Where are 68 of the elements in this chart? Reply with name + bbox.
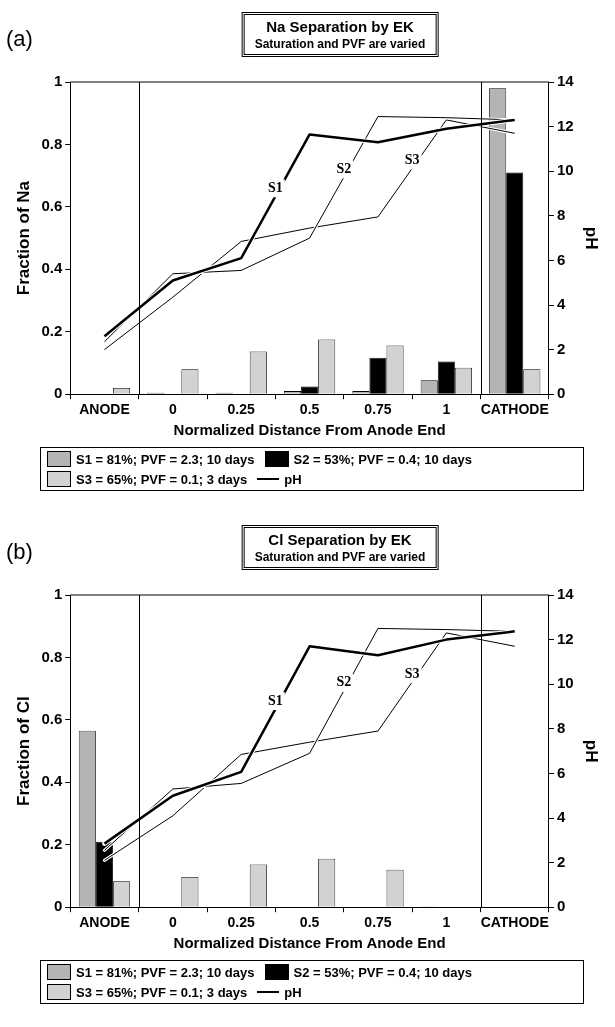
series-label: S1 xyxy=(268,179,283,195)
legend-label: S3 = 65%; PVF = 0.1; 3 days xyxy=(75,984,248,1000)
y2-tick-label: 14 xyxy=(556,72,575,90)
chart-subtitle: Saturation and PVF are varied xyxy=(254,37,426,51)
x-tick-label: 0.75 xyxy=(364,914,392,931)
y2-tick-label: 10 xyxy=(556,161,574,179)
text: (b) xyxy=(6,539,33,565)
y2-axis-title: pH xyxy=(582,739,602,763)
x-tick-label: ANODE xyxy=(79,914,130,931)
x-tick-label: 0.5 xyxy=(299,914,320,931)
y2-tick-label: 2 xyxy=(556,339,566,357)
x-tick-label: 0.25 xyxy=(227,401,256,418)
y2-tick-label: 6 xyxy=(556,250,566,268)
y2-tick-label: 14 xyxy=(556,585,575,603)
x-tick-label: 0 xyxy=(168,914,177,931)
text: (a) xyxy=(6,26,33,52)
chart-subtitle: Saturation and PVF are varied xyxy=(254,550,426,564)
x-tick-label: CATHODE xyxy=(480,914,549,931)
legend-label: S1 = 81%; PVF = 2.3; 10 days xyxy=(75,964,255,980)
legend-label: S1 = 81%; PVF = 2.3; 10 days xyxy=(75,451,255,467)
chart-title: Cl Separation by EK xyxy=(267,531,413,548)
legend-label: S2 = 53%; PVF = 0.4; 10 days xyxy=(292,964,472,980)
x-tick-label: 0.25 xyxy=(227,914,256,931)
y2-tick-label: 4 xyxy=(556,295,566,313)
y-tick-label: 0 xyxy=(53,384,63,402)
y2-tick-label: 8 xyxy=(556,718,566,736)
y-tick-label: 0.8 xyxy=(41,134,63,152)
legend-title: pH xyxy=(283,984,302,1000)
series-label: S3 xyxy=(404,152,420,168)
y-tick-label: 1 xyxy=(53,585,63,603)
y-tick-label: 0.4 xyxy=(41,772,63,790)
series-label: S2 xyxy=(336,160,352,176)
legend-title: pH xyxy=(283,471,302,487)
y2-tick-label: 10 xyxy=(556,674,574,692)
y-axis-title: Fraction of Cl xyxy=(13,696,33,806)
y2-tick-label: 8 xyxy=(556,205,566,223)
x-axis-title: Normalized Distance From Anode End xyxy=(173,934,446,952)
series-label: S2 xyxy=(336,674,352,690)
y-tick-label: 0.2 xyxy=(41,834,63,852)
y2-tick-label: 0 xyxy=(556,384,566,402)
x-tick-label: 0 xyxy=(168,401,177,418)
x-tick-label: CATHODE xyxy=(480,401,549,418)
y2-tick-label: 12 xyxy=(556,629,574,647)
x-tick-label: 1 xyxy=(442,914,451,931)
y2-tick-label: 0 xyxy=(556,897,566,915)
y2-tick-label: 2 xyxy=(556,852,566,870)
y-tick-label: 0.6 xyxy=(41,197,63,215)
chart-title: Na Separation by EK xyxy=(265,18,415,35)
series-label: S3 xyxy=(404,665,420,681)
legend-label: S3 = 65%; PVF = 0.1; 3 days xyxy=(75,471,248,487)
y-axis-title: Fraction of Na xyxy=(13,180,33,296)
y-tick-label: 0.6 xyxy=(41,710,63,728)
y2-tick-label: 6 xyxy=(556,763,566,781)
y-tick-label: 0.2 xyxy=(41,321,63,339)
y2-axis-title: pH xyxy=(582,226,602,250)
y-tick-label: 0.4 xyxy=(41,259,63,277)
x-tick-label: 1 xyxy=(442,401,451,418)
y-tick-label: 1 xyxy=(53,72,63,90)
y-tick-label: 0 xyxy=(53,897,63,915)
y2-tick-label: 4 xyxy=(556,808,566,826)
y2-tick-label: 12 xyxy=(556,116,574,134)
x-tick-label: 0.75 xyxy=(364,401,392,418)
y-tick-label: 0.8 xyxy=(41,647,63,665)
legend-label: S2 = 53%; PVF = 0.4; 10 days xyxy=(292,451,472,467)
x-tick-label: 0.5 xyxy=(299,401,320,418)
series-label: S1 xyxy=(268,692,283,708)
x-tick-label: ANODE xyxy=(79,401,130,418)
x-axis-title: Normalized Distance From Anode End xyxy=(173,421,446,439)
